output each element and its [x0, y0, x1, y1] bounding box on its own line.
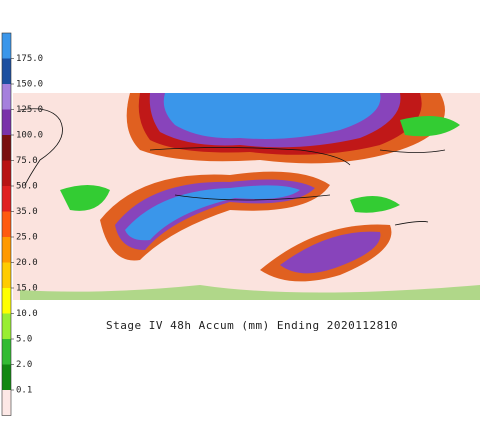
color-bar-segment — [2, 211, 11, 237]
color-bar-label: 25.0 — [16, 233, 38, 243]
color-bar-segment — [2, 109, 11, 135]
color-bar-segment — [2, 135, 11, 161]
color-bar-segment — [2, 339, 11, 365]
color-bar-frame — [1, 32, 12, 416]
color-bar-label: 5.0 — [16, 335, 32, 345]
color-bar-segment — [2, 33, 11, 59]
color-bar-segment — [2, 313, 11, 339]
color-bar-segment — [2, 58, 11, 84]
color-bar-segment — [2, 288, 11, 314]
color-bar — [1, 32, 12, 416]
map-title: Stage IV 48h Accum (mm) Ending 202011281… — [106, 319, 398, 332]
color-bar-label: 100.0 — [16, 131, 43, 141]
precip-blue — [125, 185, 300, 241]
color-bar-segment — [2, 390, 11, 416]
color-bar-label: 10.0 — [16, 309, 38, 319]
color-bar-segment — [2, 160, 11, 186]
coastline — [19, 108, 446, 226]
color-bar-label: 50.0 — [16, 182, 38, 192]
precip-purple — [280, 231, 381, 274]
color-bar-label: 35.0 — [16, 207, 38, 217]
color-bar-label: 175.0 — [16, 54, 43, 64]
precip-blue — [163, 93, 381, 139]
color-bar-labels: 175.0 150.0 125.0 100.0 75.0 50.0 35.0 25.0 20.0… — [11, 54, 43, 396]
color-bar-segment — [2, 237, 11, 263]
color-bar-label: 0.1 — [16, 386, 32, 396]
color-bar-label: 150.0 — [16, 80, 43, 90]
map-field — [13, 93, 480, 300]
color-bar-label: 2.0 — [16, 360, 32, 370]
precip-green — [20, 285, 480, 300]
color-bar-label: 75.0 — [16, 156, 38, 166]
color-bar-segment — [2, 262, 11, 288]
precip-green — [60, 116, 460, 213]
color-bar-label: 125.0 — [16, 105, 43, 115]
color-bar-label: 15.0 — [16, 284, 38, 294]
color-bar-segment — [2, 364, 11, 390]
color-bar-segment — [2, 186, 11, 212]
color-bar-segment — [2, 84, 11, 110]
color-bar-label: 20.0 — [16, 258, 38, 268]
